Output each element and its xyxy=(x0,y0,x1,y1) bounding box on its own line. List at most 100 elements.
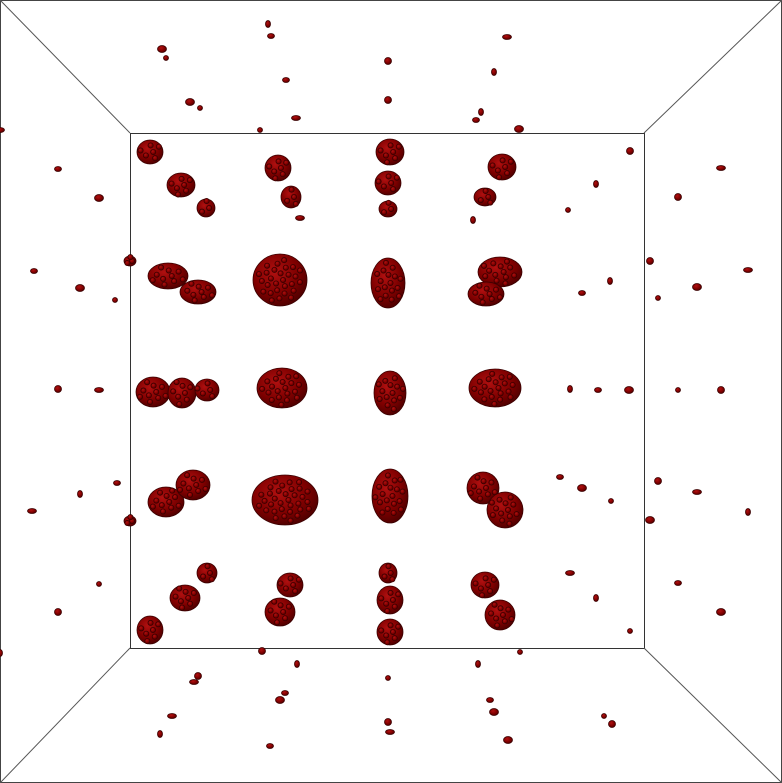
particle-cluster xyxy=(160,508,167,515)
particle-cluster xyxy=(394,285,401,292)
particle-cluster xyxy=(385,173,392,180)
particle-cluster xyxy=(285,271,292,278)
particle-cluster xyxy=(169,487,176,494)
particle-cluster xyxy=(477,495,484,502)
particle-cluster xyxy=(150,382,157,389)
particle-cluster xyxy=(163,492,170,499)
particle-cluster xyxy=(391,603,398,610)
particle-cluster xyxy=(470,216,476,224)
particle-cluster xyxy=(153,271,160,278)
particle-cluster xyxy=(472,117,480,123)
particle-cluster xyxy=(144,638,151,645)
particle-cluster xyxy=(264,282,271,289)
particle-cluster xyxy=(477,389,484,396)
particle-cluster xyxy=(267,275,274,282)
particle-cluster xyxy=(489,370,496,377)
particle-cluster xyxy=(382,152,389,159)
particle-cluster xyxy=(189,679,199,685)
particle-cluster xyxy=(168,272,175,279)
particle-cluster xyxy=(176,401,183,408)
particle-cluster xyxy=(285,496,292,503)
particle-cluster xyxy=(375,286,382,293)
particle-cluster xyxy=(263,507,270,514)
particle-cluster xyxy=(292,588,299,595)
particle-cluster xyxy=(393,486,400,493)
particle-cluster xyxy=(389,492,396,499)
particle-cluster xyxy=(387,622,394,629)
particle-cluster xyxy=(489,162,496,169)
particle-cluster xyxy=(204,380,211,387)
particle-cluster xyxy=(385,472,392,479)
particle-cluster xyxy=(205,284,212,291)
particle-cluster xyxy=(692,283,702,291)
particle-cluster xyxy=(77,490,83,498)
particle-cluster xyxy=(291,193,298,200)
particle-cluster xyxy=(277,602,284,609)
particle-cluster xyxy=(487,588,494,595)
particle-cluster xyxy=(567,385,573,393)
particle-cluster xyxy=(480,478,487,485)
particle-cluster xyxy=(179,604,186,611)
particle-cluster xyxy=(377,499,384,506)
particle-cluster xyxy=(199,476,206,483)
particle-cluster xyxy=(499,517,506,524)
particle-cluster xyxy=(209,292,216,299)
particle-cluster xyxy=(493,286,500,293)
particle-cluster xyxy=(396,498,403,505)
particle-cluster xyxy=(382,480,389,487)
particle-cluster xyxy=(489,708,499,716)
particle-cluster xyxy=(175,268,182,275)
particle-cluster xyxy=(181,181,188,188)
particle-cluster xyxy=(94,194,104,202)
particle-cluster xyxy=(127,254,134,261)
particle-cluster xyxy=(477,585,484,592)
particle-cluster xyxy=(190,291,197,298)
particle-cluster xyxy=(178,175,185,182)
particle-cluster xyxy=(276,295,283,302)
particle-cluster xyxy=(387,589,394,596)
particle-cluster xyxy=(501,380,508,387)
particle-cluster xyxy=(391,375,398,382)
particle-cluster xyxy=(195,283,202,290)
particle-cluster xyxy=(389,264,396,271)
particle-cluster xyxy=(484,491,491,498)
particle-cluster xyxy=(627,628,633,634)
particle-cluster xyxy=(565,207,571,213)
particle-cluster xyxy=(398,506,405,513)
particle-cluster xyxy=(293,373,300,380)
particle-cluster xyxy=(127,514,134,521)
particle-cluster xyxy=(384,639,391,646)
particle-cluster xyxy=(143,630,150,637)
particle-cluster xyxy=(509,381,516,388)
particle-cluster xyxy=(471,483,478,490)
particle-cluster xyxy=(295,215,305,221)
particle-cluster xyxy=(206,204,213,211)
particle-cluster xyxy=(255,271,262,278)
particle-cluster xyxy=(289,264,296,271)
particle-cluster xyxy=(498,510,505,517)
particle-cluster xyxy=(268,396,275,403)
particle-cluster xyxy=(383,497,390,504)
particle-cluster xyxy=(577,484,587,492)
particle-cluster xyxy=(195,487,202,494)
particle-cluster xyxy=(0,127,5,133)
particle-cluster xyxy=(385,675,391,681)
particle-cluster xyxy=(283,397,290,404)
particle-cluster xyxy=(54,608,62,616)
particle-cluster xyxy=(379,388,386,395)
particle-cluster xyxy=(500,612,507,619)
particle-cluster xyxy=(391,397,398,404)
particle-cluster xyxy=(510,501,517,508)
particle-cluster xyxy=(296,279,303,286)
particle-cluster xyxy=(190,590,197,597)
particle-cluster xyxy=(152,155,159,162)
particle-cluster xyxy=(54,385,62,393)
particle-cluster xyxy=(296,485,303,492)
particle-cluster xyxy=(272,515,279,522)
particle-cluster xyxy=(294,512,301,519)
particle-cluster xyxy=(283,159,290,166)
particle-cluster xyxy=(505,506,512,513)
particle-cluster xyxy=(272,175,279,182)
particle-cluster xyxy=(258,278,265,285)
particle-cluster xyxy=(372,494,379,501)
